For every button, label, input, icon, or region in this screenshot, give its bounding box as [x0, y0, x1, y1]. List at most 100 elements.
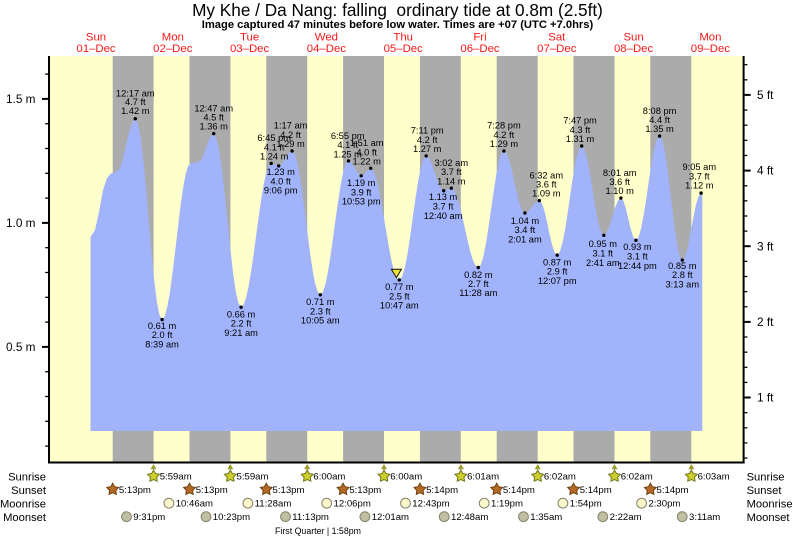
- svg-text:5:13pm: 5:13pm: [273, 485, 305, 496]
- svg-text:3.7 ft: 3.7 ft: [689, 171, 710, 181]
- svg-text:0.66 m: 0.66 m: [227, 310, 256, 320]
- svg-text:1.13 m: 1.13 m: [429, 192, 458, 202]
- svg-text:1.42 m: 1.42 m: [121, 106, 150, 116]
- svg-text:04–Dec: 04–Dec: [307, 43, 347, 55]
- svg-text:12:40 am: 12:40 am: [424, 211, 463, 221]
- svg-text:4 ft: 4 ft: [757, 164, 774, 178]
- svg-text:7:28 pm: 7:28 pm: [487, 121, 521, 131]
- svg-text:05–Dec: 05–Dec: [384, 43, 424, 55]
- svg-text:3.7 ft: 3.7 ft: [433, 202, 454, 212]
- svg-text:2.0 ft: 2.0 ft: [152, 330, 173, 340]
- svg-text:3.6 ft: 3.6 ft: [536, 180, 557, 190]
- svg-text:1.10 m: 1.10 m: [605, 186, 634, 196]
- svg-text:0.85 m: 0.85 m: [668, 261, 697, 271]
- svg-text:12:43pm: 12:43pm: [412, 499, 449, 510]
- svg-text:10:53 pm: 10:53 pm: [342, 197, 381, 207]
- svg-text:12:47 am: 12:47 am: [194, 103, 233, 113]
- svg-text:10:46am: 10:46am: [176, 499, 213, 510]
- svg-text:0.95 m: 0.95 m: [589, 239, 618, 249]
- svg-text:First Quarter | 1:58pm: First Quarter | 1:58pm: [275, 526, 361, 536]
- svg-text:4.0 ft: 4.0 ft: [270, 176, 291, 186]
- svg-text:2:30pm: 2:30pm: [648, 499, 680, 510]
- svg-text:0.77 m: 0.77 m: [385, 282, 414, 292]
- svg-text:5 ft: 5 ft: [757, 88, 774, 102]
- svg-text:5:14pm: 5:14pm: [657, 485, 689, 496]
- svg-text:11:28am: 11:28am: [255, 499, 292, 510]
- svg-text:4.0 ft: 4.0 ft: [356, 147, 377, 157]
- svg-text:1.27 m: 1.27 m: [413, 144, 442, 154]
- svg-text:Image captured 47 minutes befo: Image captured 47 minutes before low wat…: [202, 19, 594, 31]
- svg-text:09–Dec: 09–Dec: [691, 43, 731, 55]
- svg-text:1:19pm: 1:19pm: [491, 499, 523, 510]
- svg-text:1.04 m: 1.04 m: [511, 216, 540, 226]
- svg-text:2:01 am: 2:01 am: [508, 235, 542, 245]
- svg-text:6:01am: 6:01am: [467, 472, 499, 483]
- svg-text:Sunrise: Sunrise: [747, 471, 785, 483]
- svg-text:11:13pm: 11:13pm: [292, 512, 329, 523]
- svg-text:03–Dec: 03–Dec: [230, 43, 270, 55]
- svg-text:2:22am: 2:22am: [610, 512, 642, 523]
- svg-text:5:13pm: 5:13pm: [119, 485, 151, 496]
- svg-text:1.12 m: 1.12 m: [685, 181, 714, 191]
- svg-text:2.5 ft: 2.5 ft: [389, 291, 410, 301]
- svg-text:12:17 am: 12:17 am: [116, 89, 155, 99]
- svg-text:5:59am: 5:59am: [237, 472, 269, 483]
- svg-text:1.0 m: 1.0 m: [6, 216, 36, 230]
- svg-text:6:32 am: 6:32 am: [530, 170, 564, 180]
- svg-text:3:13 am: 3:13 am: [666, 280, 700, 290]
- svg-text:5:59am: 5:59am: [160, 472, 192, 483]
- svg-text:Sunrise: Sunrise: [8, 471, 46, 483]
- svg-text:3:02 am: 3:02 am: [435, 158, 469, 168]
- svg-text:6:02am: 6:02am: [544, 472, 576, 483]
- svg-text:1 ft: 1 ft: [757, 391, 774, 405]
- svg-text:4.2 ft: 4.2 ft: [494, 130, 515, 140]
- svg-text:Sun: Sun: [623, 32, 643, 44]
- svg-text:10:23pm: 10:23pm: [213, 512, 250, 523]
- svg-text:1.19 m: 1.19 m: [347, 178, 376, 188]
- svg-text:08–Dec: 08–Dec: [614, 43, 654, 55]
- svg-text:12:06pm: 12:06pm: [334, 499, 371, 510]
- svg-text:12:48am: 12:48am: [451, 512, 488, 523]
- svg-text:4.5 ft: 4.5 ft: [203, 113, 224, 123]
- svg-text:1.24 m: 1.24 m: [260, 152, 289, 162]
- svg-text:6:02am: 6:02am: [621, 472, 653, 483]
- svg-text:2.9 ft: 2.9 ft: [547, 267, 568, 277]
- svg-text:3.4 ft: 3.4 ft: [515, 225, 536, 235]
- svg-text:3.7 ft: 3.7 ft: [441, 167, 462, 177]
- svg-text:2.3 ft: 2.3 ft: [310, 306, 331, 316]
- svg-text:5:14pm: 5:14pm: [503, 485, 535, 496]
- svg-text:6:00am: 6:00am: [313, 472, 345, 483]
- svg-text:6:03am: 6:03am: [698, 472, 730, 483]
- svg-text:3.1 ft: 3.1 ft: [627, 252, 648, 262]
- svg-text:1.25 m: 1.25 m: [333, 149, 362, 159]
- svg-text:8:08 pm: 8:08 pm: [643, 106, 677, 116]
- svg-text:Moonrise: Moonrise: [0, 498, 46, 510]
- svg-text:1:17 am: 1:17 am: [274, 121, 308, 131]
- svg-text:5:13pm: 5:13pm: [349, 485, 381, 496]
- svg-text:9:21 am: 9:21 am: [224, 328, 258, 338]
- svg-text:Mon: Mon: [699, 32, 721, 44]
- svg-text:5:13pm: 5:13pm: [196, 485, 228, 496]
- svg-text:2.2 ft: 2.2 ft: [231, 319, 252, 329]
- svg-text:02–Dec: 02–Dec: [153, 43, 193, 55]
- svg-text:11:28 am: 11:28 am: [459, 288, 497, 298]
- svg-text:Moonset: Moonset: [747, 512, 791, 524]
- svg-text:Sat: Sat: [548, 32, 566, 44]
- svg-text:Thu: Thu: [393, 32, 413, 44]
- svg-text:8:01 am: 8:01 am: [603, 168, 637, 178]
- svg-text:Moonset: Moonset: [3, 512, 47, 524]
- svg-text:1.09 m: 1.09 m: [532, 189, 561, 199]
- svg-text:12:01am: 12:01am: [372, 512, 409, 523]
- svg-text:Sunset: Sunset: [747, 485, 783, 497]
- svg-text:4.7 ft: 4.7 ft: [125, 97, 146, 107]
- svg-text:1.29 m: 1.29 m: [276, 139, 305, 149]
- svg-text:4.2 ft: 4.2 ft: [417, 135, 438, 145]
- svg-text:3.6 ft: 3.6 ft: [609, 177, 630, 187]
- svg-text:Mon: Mon: [162, 32, 184, 44]
- svg-text:06–Dec: 06–Dec: [460, 43, 500, 55]
- svg-text:07–Dec: 07–Dec: [537, 43, 577, 55]
- svg-text:3 ft: 3 ft: [757, 239, 774, 253]
- svg-text:Wed: Wed: [315, 32, 338, 44]
- svg-text:6:00am: 6:00am: [390, 472, 422, 483]
- svg-text:5:14pm: 5:14pm: [426, 485, 458, 496]
